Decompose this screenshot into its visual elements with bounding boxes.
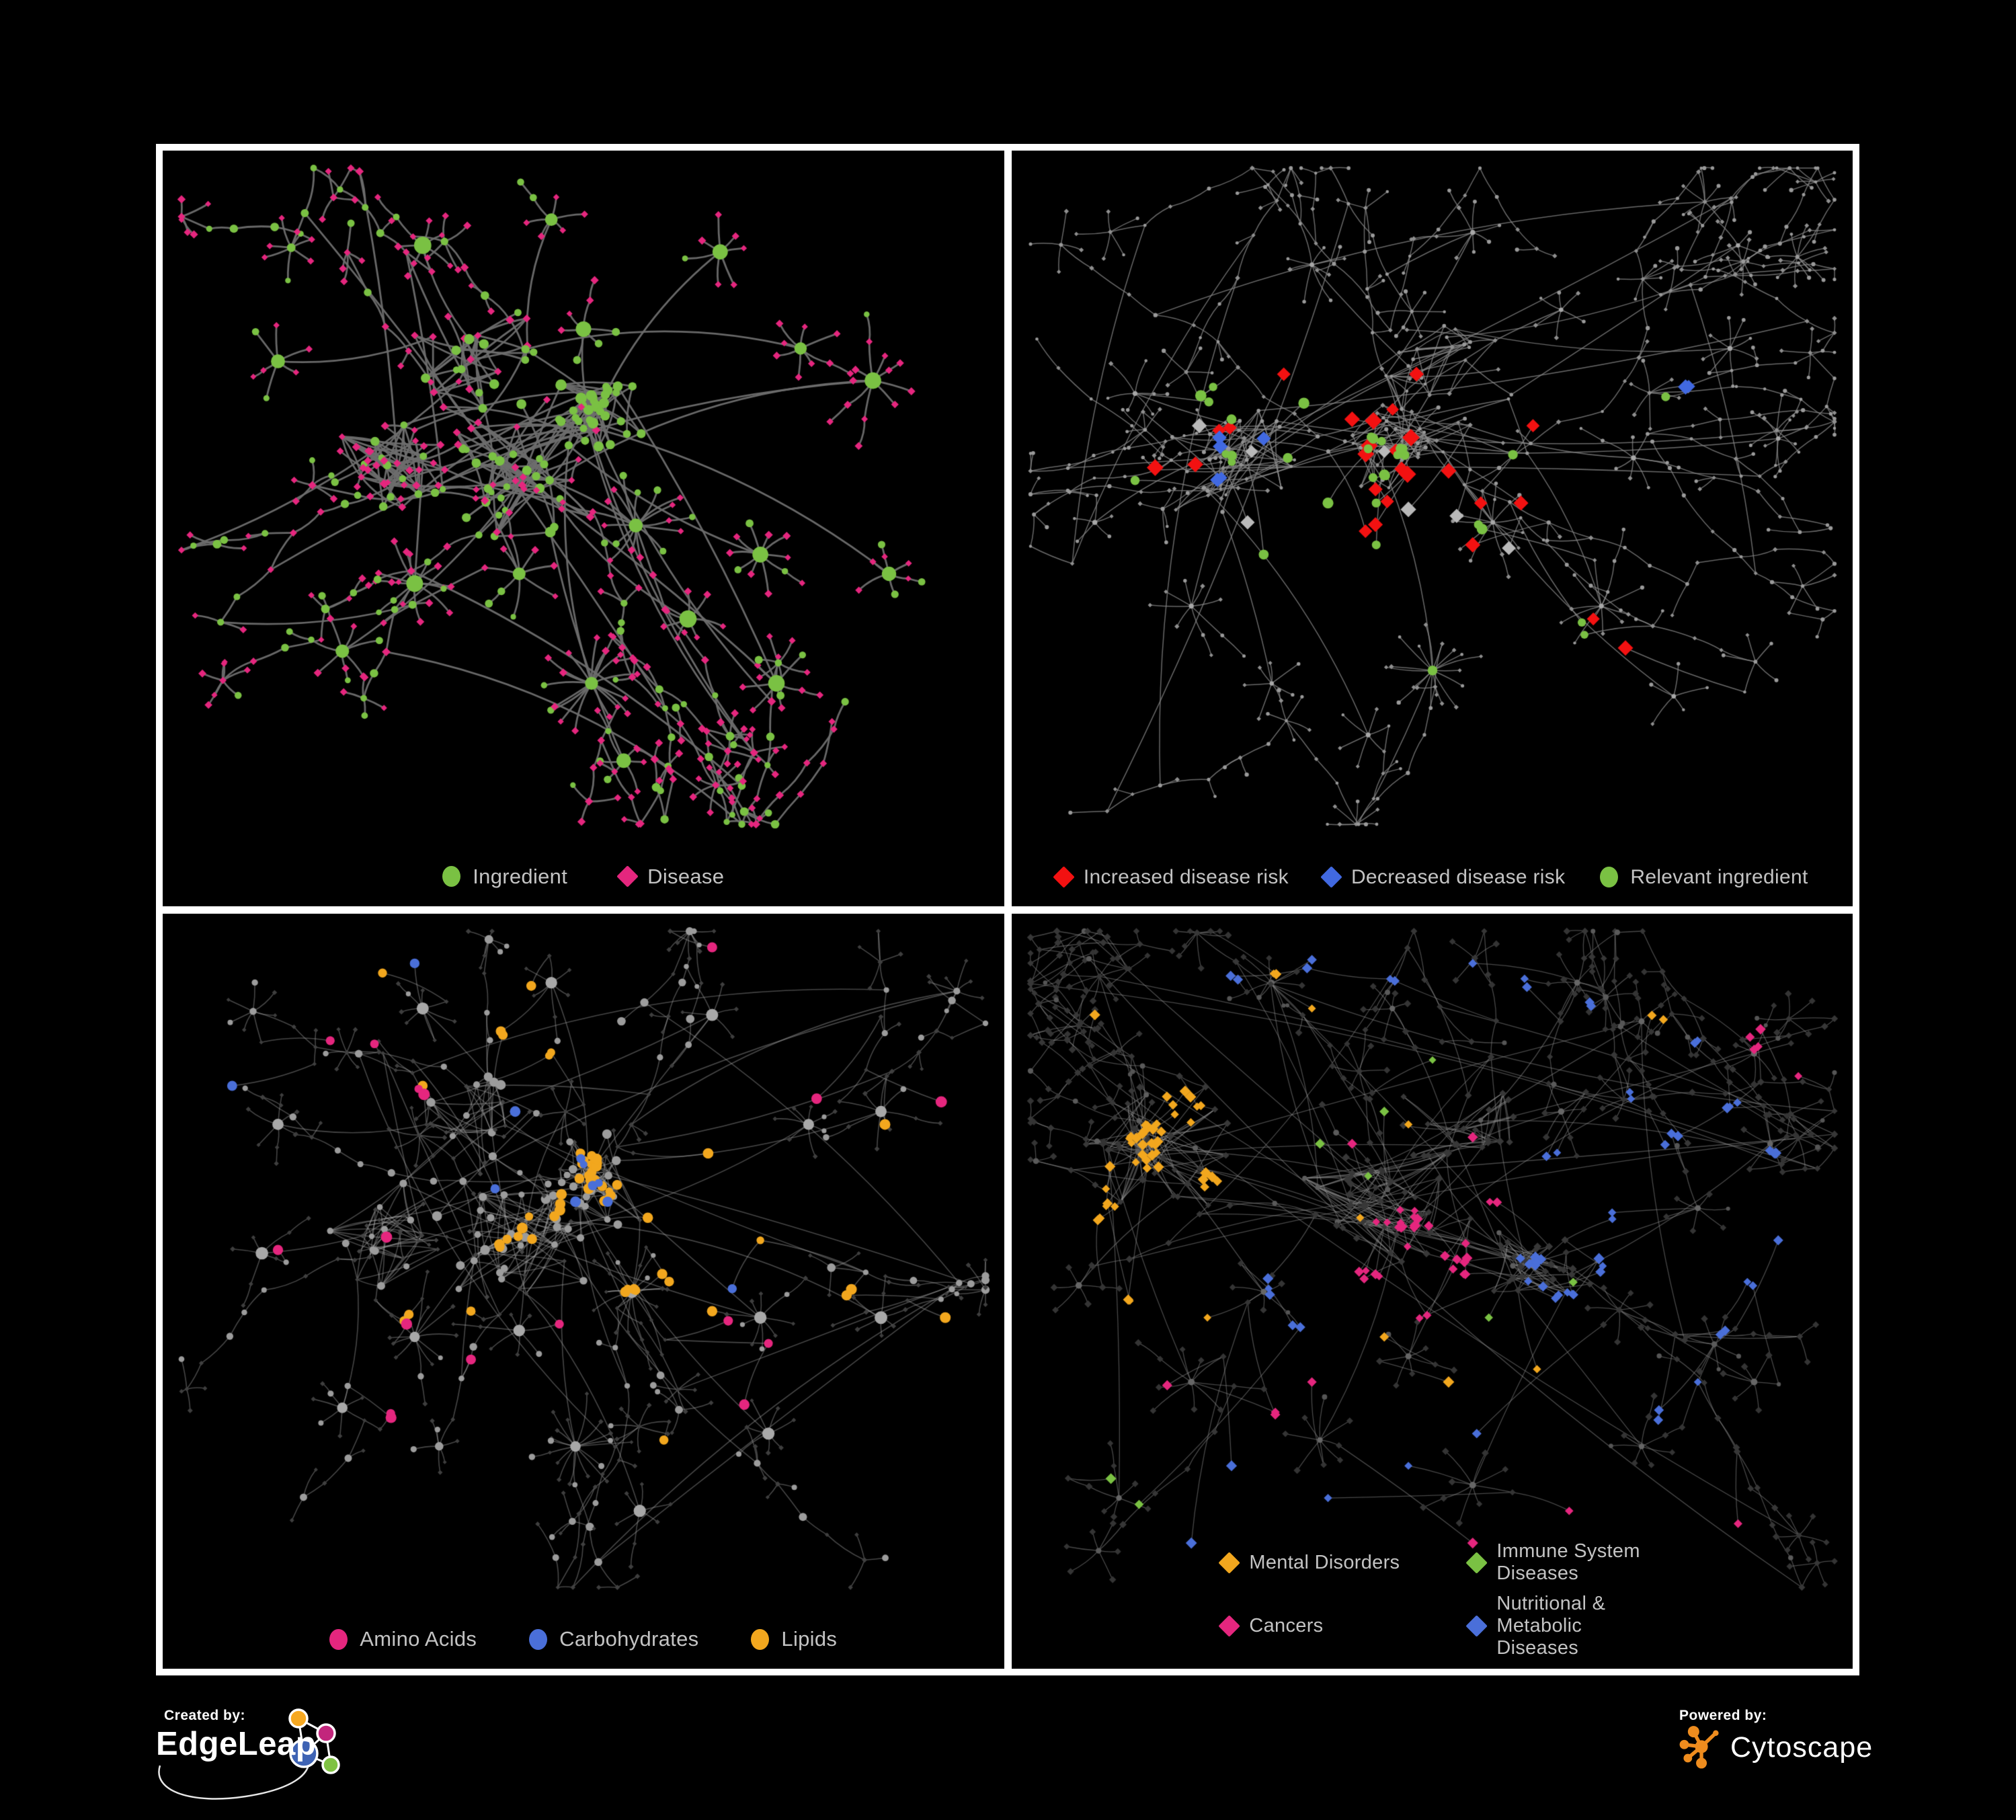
panel-ingredient-disease: Ingredient Disease [163, 151, 1004, 906]
legend-label: Mental Disorders [1249, 1551, 1400, 1573]
legend-label: Immune System Diseases [1496, 1540, 1640, 1584]
legend-item: Increased disease risk [1053, 865, 1289, 889]
legend-ingredient-disease: Ingredient Disease [163, 865, 1004, 889]
legend-item: Carbohydrates [529, 1627, 698, 1651]
nutritional-metabolic-diseases-swatch-icon [1465, 1615, 1488, 1637]
legend-label: Increased disease risk [1083, 865, 1289, 888]
edgeleap-swoosh [158, 1754, 310, 1800]
legend-item: Mental Disorders [1218, 1540, 1469, 1585]
panel-grid: Ingredient Disease Increased disease ris… [156, 144, 1859, 1675]
edgeleap-node-green [321, 1755, 340, 1774]
created-by-block: Created by: EdgeLeap [155, 1698, 376, 1813]
lipids-swatch-icon [751, 1628, 770, 1650]
legend-label: Nutritional & Metabolic Diseases [1496, 1593, 1606, 1659]
created-by-label: Created by: [164, 1708, 246, 1723]
carbohydrates-swatch-icon [529, 1628, 548, 1650]
legend-label: Ingredient [473, 864, 568, 888]
edgeleap-node-orange [288, 1708, 309, 1729]
legend-label: Disease [647, 864, 725, 888]
legend-item: Cancers [1218, 1593, 1469, 1659]
relevant-ingredient-swatch-icon [1600, 867, 1619, 887]
legend-nutrient-classes: Amino Acids Carbohydrates Lipids [163, 1627, 1004, 1651]
amino-acids-swatch-icon [329, 1628, 348, 1650]
network-graph-disease-risk [1011, 151, 1853, 906]
legend-label: Cancers [1249, 1615, 1324, 1636]
panel-nutrient-classes: Amino Acids Carbohydrates Lipids [163, 913, 1004, 1669]
legend-item: Decreased disease risk [1320, 865, 1566, 889]
legend-label: Lipids [781, 1627, 838, 1651]
edgeleap-brand: EdgeLeap [156, 1726, 317, 1762]
immune-system-diseases-swatch-icon [1465, 1551, 1488, 1574]
legend-label: Relevant ingredient [1630, 865, 1808, 888]
cytoscape-brand: Cytoscape [1730, 1731, 1873, 1764]
legend-label: Amino Acids [360, 1627, 477, 1651]
decreased-risk-swatch-icon [1320, 866, 1342, 888]
panel-disease-classes: Mental Disorders Immune System Diseases … [1011, 913, 1853, 1669]
legend-label: Carbohydrates [559, 1627, 699, 1651]
legend-disease-classes: Mental Disorders Immune System Diseases … [1218, 1540, 1642, 1659]
legend-item: Immune System Diseases [1465, 1540, 1642, 1585]
legend-item: Nutritional & Metabolic Diseases [1465, 1593, 1642, 1659]
cytoscape-logo-row: Cytoscape [1679, 1725, 1873, 1770]
legend-item: Ingredient [442, 865, 567, 889]
network-graph-nutrient-classes [163, 913, 1004, 1669]
increased-risk-swatch-icon [1053, 866, 1075, 888]
edgeleap-node-blue [289, 1739, 319, 1768]
panel-disease-risk: Increased disease risk Decreased disease… [1011, 151, 1853, 906]
network-graph-disease-classes [1011, 913, 1853, 1669]
legend-item: Disease [616, 864, 725, 889]
cytoscape-logo-icon [1679, 1726, 1719, 1769]
disease-swatch-icon [616, 865, 639, 887]
legend-item: Relevant ingredient [1600, 866, 1808, 889]
legend-disease-risk: Increased disease risk Decreased disease… [1012, 866, 1853, 889]
edgeleap-logo-icon [158, 1708, 340, 1800]
mental-disorders-swatch-icon [1218, 1551, 1241, 1574]
powered-by-block: Powered by: Cytoscape [1679, 1708, 1975, 1795]
edgeleap-node-magenta [316, 1723, 336, 1743]
legend-item: Lipids [751, 1627, 837, 1651]
legend-item: Amino Acids [329, 1627, 477, 1651]
cancers-swatch-icon [1218, 1615, 1241, 1637]
network-graph-ingredient-disease [163, 151, 1004, 906]
powered-by-label: Powered by: [1679, 1708, 1767, 1723]
legend-label: Decreased disease risk [1350, 865, 1566, 888]
ingredient-swatch-icon [442, 866, 461, 887]
